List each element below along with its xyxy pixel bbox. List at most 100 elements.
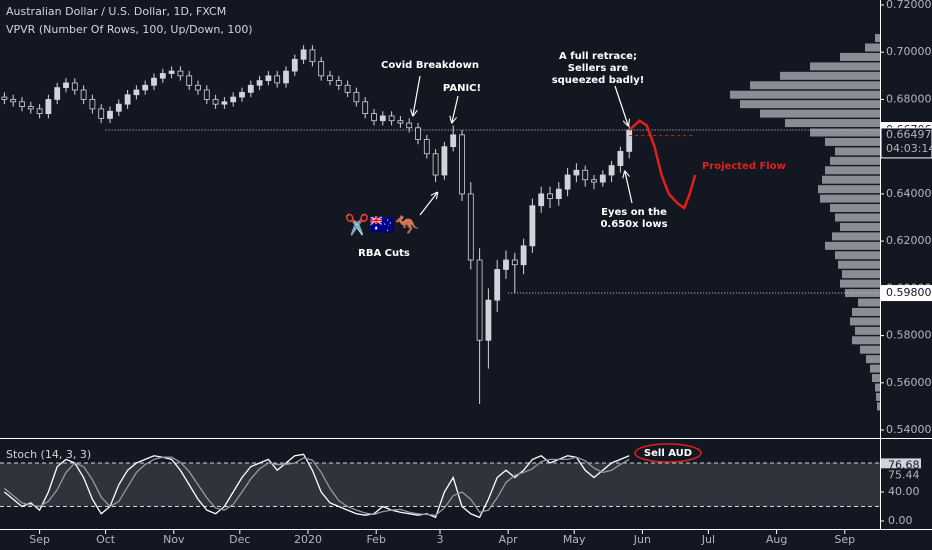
candle-body [511,259,518,266]
price-label-box [880,127,932,159]
candle-body [71,82,78,91]
volume-bar [760,109,880,118]
stoch-line [3,453,630,519]
candle-body [45,99,52,115]
volume-bar [730,90,880,99]
indicator-title: VPVR (Number Of Rows, 100, Up/Down, 100) [6,23,253,36]
price-label: 0.66497 [886,128,932,141]
y-tick-label: 0.56000 [886,376,932,389]
candle-body [397,120,404,124]
volume-bar [870,364,880,373]
x-tick-label: Apr [499,533,519,546]
volume-bar [818,185,880,194]
candle-body [441,146,448,176]
candle-body [98,108,105,119]
candle-body [318,61,325,77]
x-tick-label: Oct [96,533,116,546]
annotation: Covid Breakdown [381,60,479,71]
candle-body [168,70,175,74]
candle-body [300,49,307,60]
volume-bar [750,81,880,90]
annotation: A full retrace; [559,51,637,62]
candle-body [239,91,245,98]
stoch-tick-label: 40.00 [888,485,920,498]
volume-bar [865,43,880,52]
candle-body [406,122,413,129]
volume-bar [810,128,880,137]
candle-body [54,87,61,100]
volume-bar [835,147,880,156]
candle-body [617,150,624,166]
arrow [419,193,437,216]
x-tick-label: Sep [834,533,855,546]
volume-bar [876,392,880,401]
y-tick-label: 0.64000 [886,187,932,200]
candle-body [450,134,457,148]
volume-bar [825,241,880,250]
arrows [413,75,633,216]
volume-bar [838,260,880,269]
candle-body [256,80,263,86]
volume-bar [852,336,880,345]
x-tick-label: Jul [701,533,715,546]
candle-body [107,110,113,119]
candle-body [80,89,87,100]
candle-body [327,75,333,81]
candle-body [27,106,34,110]
y-tick-label: 0.68000 [886,92,932,105]
volume-bar [785,119,880,128]
candle-body [265,75,272,81]
candle-body [538,193,545,207]
candle-body [494,269,501,301]
volume-bar [875,383,880,392]
candle-body [195,84,201,91]
candle-body [626,129,633,152]
y-tick-label: 0.70000 [886,45,932,58]
stoch-value-box [881,468,921,483]
volume-bar [830,204,880,213]
candle-body [142,84,149,91]
volume-bar [842,270,880,279]
candle-body [573,169,580,176]
candle-body [212,99,219,105]
arrow [625,172,633,204]
candle-body [459,134,465,195]
candle-body [379,115,386,122]
candle-body [159,73,166,79]
emoji: ✂️🇦🇺🦘 [345,213,420,237]
candle-body [388,115,395,122]
volume-bar [832,232,880,241]
candle-body [344,84,351,93]
candle-body [599,174,606,183]
candle-body [547,193,553,200]
candle-body [230,96,237,103]
volume-bar [825,137,880,146]
volume-bar [875,34,880,43]
volume-bar [860,345,880,354]
candle-body [415,127,421,140]
sell-ellipse [634,443,702,463]
annotation: 0.650x lows [600,219,667,230]
x-tick-label: 3 [437,533,444,546]
chart-title: Australian Dollar / U.S. Dollar, 1D, FXC… [6,5,226,18]
x-tick-label: Nov [163,533,185,546]
candle-body [335,80,342,86]
arrow [413,75,421,115]
annotation: RBA Cuts [358,248,410,259]
candle-body [203,89,210,100]
candle-body [63,82,69,89]
stoch-value: 76.68 [888,458,920,471]
candle-body [353,91,360,103]
candle-body [362,101,369,115]
y-tick-label: 0.62000 [886,234,932,247]
volume-bar [840,52,880,61]
y-tick-label: 0.58000 [886,329,932,342]
x-tick-label: Sep [29,533,50,546]
stoch-band [0,463,880,507]
x-tick-label: 2020 [294,533,322,546]
candle-body [283,70,289,84]
volume-bar [877,402,880,411]
candle-body [476,259,483,341]
sell-label: Sell AUD [644,448,692,459]
